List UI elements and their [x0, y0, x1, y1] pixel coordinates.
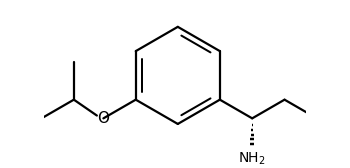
Text: O: O — [97, 111, 110, 126]
Text: NH$_2$: NH$_2$ — [238, 151, 266, 167]
